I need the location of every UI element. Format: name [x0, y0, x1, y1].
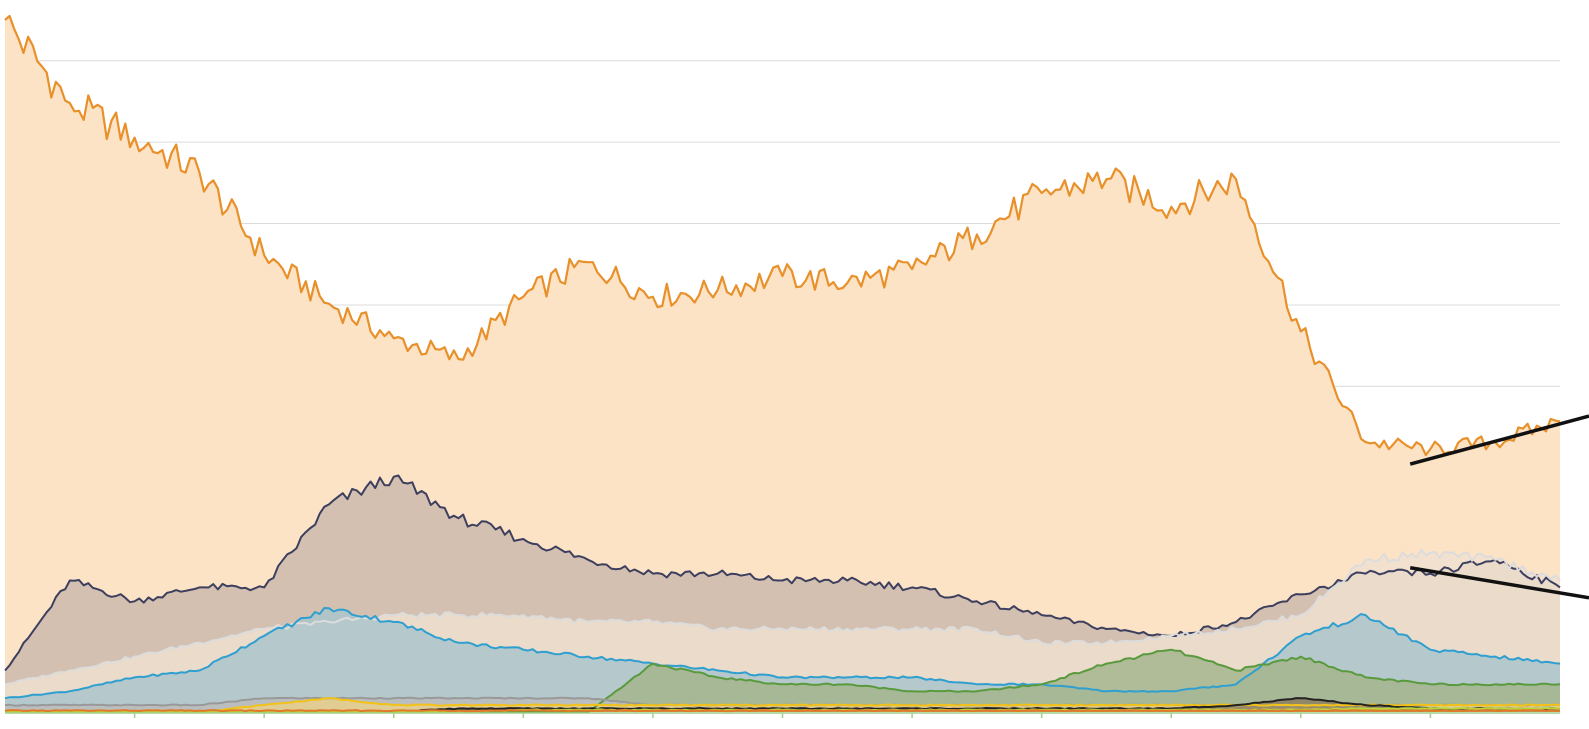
- series-area-5: [5, 649, 1560, 712]
- series-line-2: [4, 474, 1561, 672]
- annotation-leader-line: [1409, 414, 1589, 466]
- series-line-4: [4, 607, 1561, 700]
- series-lines: [4, 14, 1561, 713]
- x-axis: [5, 712, 1560, 718]
- series-line-3: [4, 548, 1561, 686]
- series-line-10: [4, 709, 1560, 713]
- series-line-7: [5, 697, 1561, 713]
- annotation-leader-line: [1409, 566, 1589, 600]
- series-line-1: [4, 14, 1561, 457]
- series-areas: [5, 16, 1560, 712]
- annotations: [1409, 414, 1589, 600]
- series-area-4: [5, 608, 1560, 712]
